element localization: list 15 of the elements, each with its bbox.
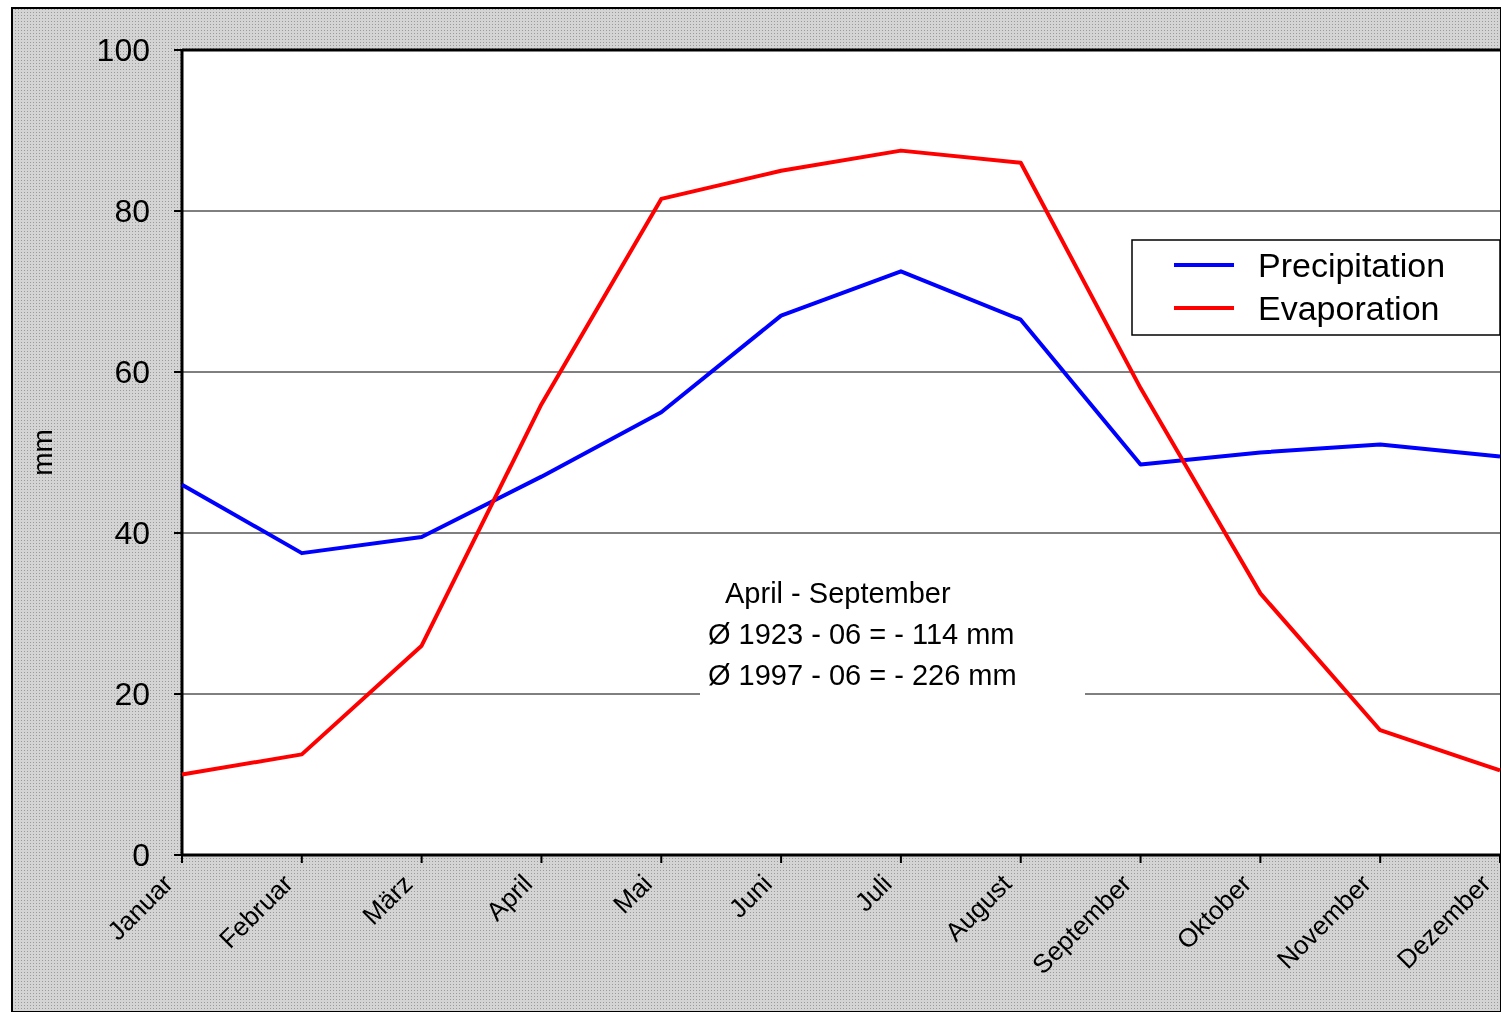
y-tick-label: 80	[114, 193, 150, 230]
y-tick-label: 40	[114, 515, 150, 552]
x-tick-label: Mai	[607, 868, 658, 920]
x-tick-label: Juli	[848, 868, 898, 918]
x-tick-label: Juni	[722, 868, 778, 924]
y-tick-label: 60	[114, 354, 150, 391]
y-axis-title: mm	[26, 429, 58, 476]
annotation: April - September	[725, 577, 951, 610]
y-tick-label: 100	[96, 32, 150, 69]
y-tick-label: 0	[132, 837, 150, 874]
legend-label: Evaporation	[1258, 288, 1440, 327]
annotation: Ø 1997 - 06 = - 226 mm	[708, 659, 1017, 692]
legend-label: Precipitation	[1258, 245, 1446, 284]
annotation: Ø 1923 - 06 = - 114 mm	[708, 618, 1015, 651]
y-tick-label: 20	[114, 676, 150, 713]
